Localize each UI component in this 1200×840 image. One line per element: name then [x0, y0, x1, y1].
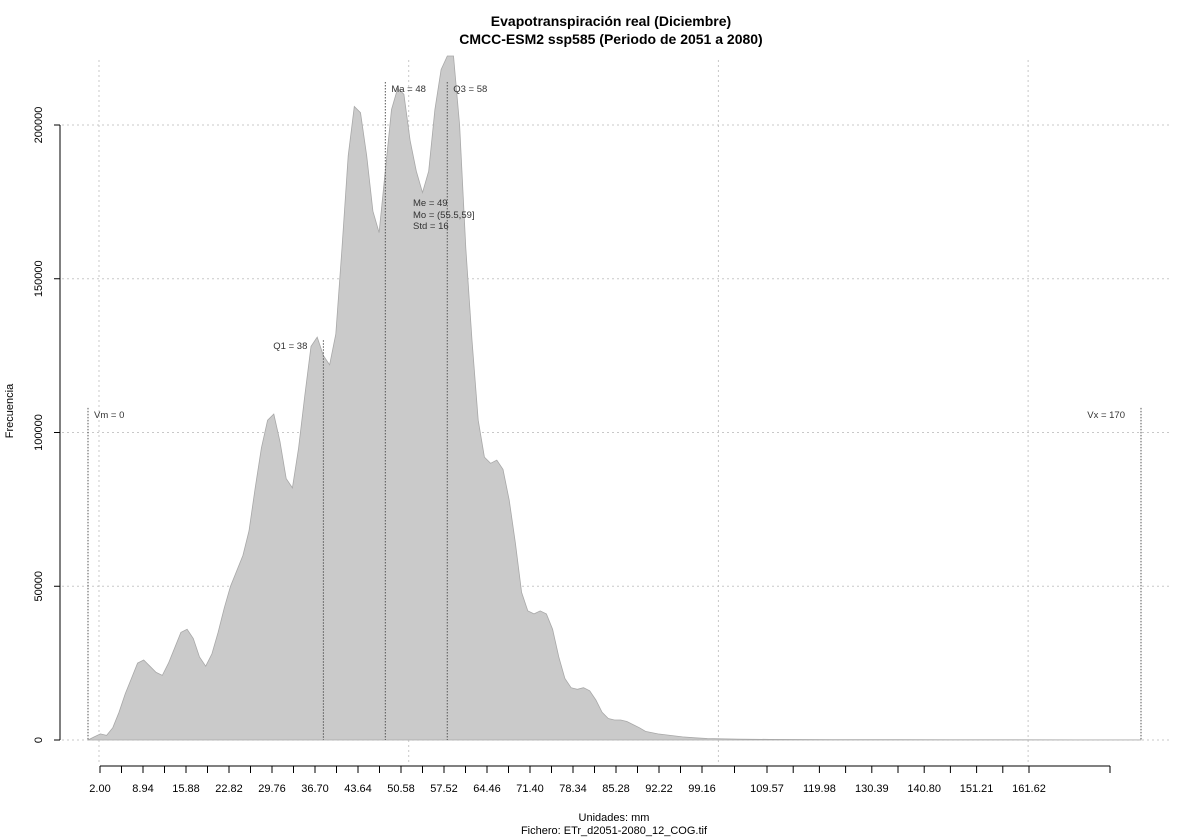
density-area: [87, 55, 1142, 741]
x-axis-title: Unidades: mm: [579, 812, 650, 824]
vlines: Vm = 0 Q1 = 38 Ma = 48 Q3 = 58 Vx = 170: [87, 81, 1142, 740]
x-tick-label: 36.70: [301, 783, 329, 795]
stat-line-label: Ma = 48: [391, 84, 426, 95]
x-tick-label: 2.00: [89, 783, 110, 795]
y-tick-label: 100000: [33, 414, 45, 451]
x-tick-label: 57.52: [430, 783, 458, 795]
x-tick-label: 161.62: [1012, 783, 1046, 795]
chart-title: Evapotranspiración real (Diciembre): [491, 13, 731, 29]
x-axis: 2.00 8.94 15.88 22.82 29.76 36.70 43.64 50.58 57…: [89, 765, 1111, 795]
x-tick-label: 140.80: [907, 783, 941, 795]
y-tick-label: 150000: [33, 260, 45, 297]
mode-label: Mo = (55.5,59]: [413, 210, 475, 221]
stat-line-label: Q3 = 58: [453, 84, 487, 95]
stat-line-label: Q1 = 38: [273, 341, 307, 352]
x-tick-label: 22.82: [215, 783, 243, 795]
x-tick-label: 43.64: [344, 783, 372, 795]
chart-subtitle: CMCC-ESM2 ssp585 (Periodo de 2051 a 2080…: [459, 31, 762, 47]
x-tick-label: 8.94: [132, 783, 153, 795]
stat-line-label: Vm = 0: [94, 410, 124, 421]
x-tick-label: 29.76: [258, 783, 286, 795]
y-tick-label: 50000: [33, 571, 45, 602]
x-tick-label: 151.21: [960, 783, 994, 795]
file-footer: Fichero: ETr_d2051-2080_12_COG.tif: [521, 825, 708, 837]
x-tick-label: 109.57: [750, 783, 784, 795]
y-axis: 0 50000 100000 150000 200000: [33, 107, 61, 743]
x-tick-label: 130.39: [855, 783, 889, 795]
x-tick-label: 85.28: [602, 783, 630, 795]
x-tick-label: 78.34: [559, 783, 587, 795]
x-tick-label: 92.22: [645, 783, 673, 795]
x-tick-label: 64.46: [473, 783, 501, 795]
y-tick-label: 200000: [33, 107, 45, 144]
x-tick-label: 15.88: [172, 783, 200, 795]
y-axis-title: Frecuencia: [4, 383, 16, 438]
x-tick-label: 99.16: [688, 783, 716, 795]
stat-line-label: Vx = 170: [1087, 410, 1125, 421]
std-label: Std = 16: [413, 221, 449, 232]
x-tick-label: 50.58: [387, 783, 415, 795]
x-tick-label: 119.98: [803, 783, 836, 795]
y-tick-label: 0: [33, 737, 45, 743]
x-tick-label: 71.40: [516, 783, 544, 795]
median-label: Me = 49: [413, 198, 448, 209]
stats-box: Me = 49 Mo = (55.5,59] Std = 16: [413, 198, 475, 232]
